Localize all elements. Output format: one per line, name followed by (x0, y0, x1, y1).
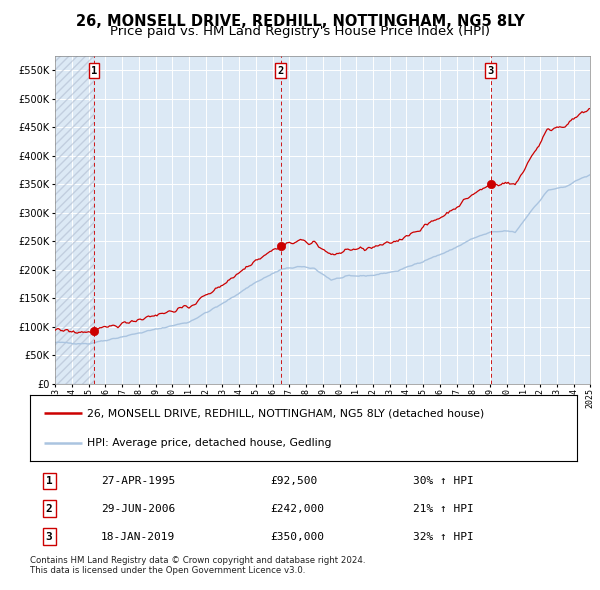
Text: 30% ↑ HPI: 30% ↑ HPI (413, 476, 474, 486)
Text: £92,500: £92,500 (271, 476, 318, 486)
Text: Contains HM Land Registry data © Crown copyright and database right 2024.: Contains HM Land Registry data © Crown c… (30, 556, 365, 565)
Text: 32% ↑ HPI: 32% ↑ HPI (413, 532, 474, 542)
Text: 26, MONSELL DRIVE, REDHILL, NOTTINGHAM, NG5 8LY (detached house): 26, MONSELL DRIVE, REDHILL, NOTTINGHAM, … (88, 408, 485, 418)
Text: 27-APR-1995: 27-APR-1995 (101, 476, 175, 486)
Text: 2: 2 (46, 504, 53, 513)
Text: 26, MONSELL DRIVE, REDHILL, NOTTINGHAM, NG5 8LY: 26, MONSELL DRIVE, REDHILL, NOTTINGHAM, … (76, 14, 524, 28)
Text: 29-JUN-2006: 29-JUN-2006 (101, 504, 175, 513)
Text: 1: 1 (46, 476, 53, 486)
Text: 2: 2 (278, 66, 284, 76)
Text: 3: 3 (488, 66, 494, 76)
Text: £350,000: £350,000 (271, 532, 325, 542)
Text: 3: 3 (46, 532, 53, 542)
Text: 1: 1 (91, 66, 97, 76)
Text: 21% ↑ HPI: 21% ↑ HPI (413, 504, 474, 513)
Text: £242,000: £242,000 (271, 504, 325, 513)
Text: HPI: Average price, detached house, Gedling: HPI: Average price, detached house, Gedl… (88, 438, 332, 448)
Text: 18-JAN-2019: 18-JAN-2019 (101, 532, 175, 542)
Text: Price paid vs. HM Land Registry's House Price Index (HPI): Price paid vs. HM Land Registry's House … (110, 25, 490, 38)
Text: This data is licensed under the Open Government Licence v3.0.: This data is licensed under the Open Gov… (30, 566, 305, 575)
